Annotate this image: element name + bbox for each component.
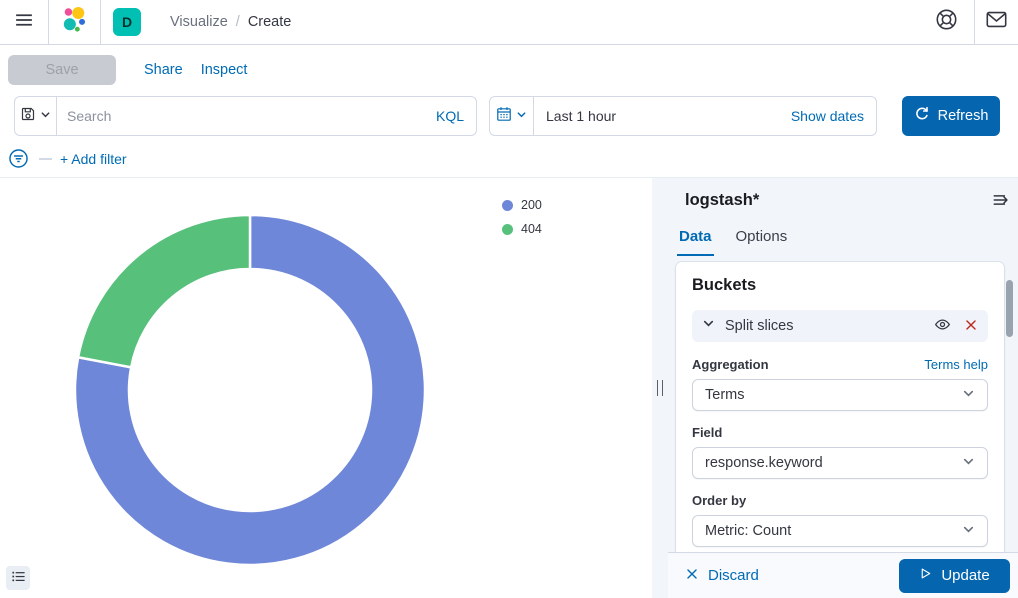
breadcrumb: Visualize / Create [170,14,291,30]
aggregation-select[interactable]: Terms [692,379,988,411]
terms-help-link[interactable]: Terms help [924,357,988,372]
filter-bar: + Add filter [0,140,1018,178]
remove-icon [964,318,978,335]
legend-dot-icon [502,199,513,211]
chevron-down-icon [702,317,715,335]
refresh-icon [914,106,930,126]
help-icon [935,8,958,36]
visualize-action-bar: Save Share Inspect [0,45,1018,95]
discard-x-icon [685,567,699,585]
field-label-row: Field [692,425,988,441]
buckets-heading: Buckets [692,276,757,294]
main-content: 200 404 logstash* [0,178,1018,598]
field-select[interactable]: response.keyword [692,447,988,479]
search-input[interactable] [57,108,424,124]
help-button[interactable] [919,0,974,44]
aggregation-value: Terms [705,387,745,403]
discard-label: Discard [708,567,759,584]
header-divider [974,0,975,44]
query-bar: KQL Last 1 hour Show dates [14,96,1000,136]
order-by-label: Order by [692,493,747,508]
panel-resize-handle[interactable] [652,178,668,598]
saved-query-menu-button[interactable] [15,97,57,135]
field-label: Field [692,425,723,440]
collapse-panel-icon [992,195,1010,212]
header-divider [100,0,101,44]
chevron-down-icon [516,107,527,125]
refresh-label: Refresh [937,108,989,124]
breadcrumb-create: Create [247,14,292,30]
legend-dot-icon [502,223,513,235]
time-range-value: Last 1 hour [546,108,617,124]
visualization-chart-area: 200 404 [0,178,652,598]
time-range-display[interactable]: Last 1 hour Show dates [534,108,876,124]
bucket-row-label: Split slices [725,318,794,334]
toggle-visibility-button[interactable] [934,316,951,336]
discard-button[interactable]: Discard [685,567,759,585]
tab-data[interactable]: Data [677,228,714,256]
field-value: response.keyword [705,455,823,471]
update-button[interactable]: Update [899,558,1010,593]
pie-slice-404[interactable] [76,213,252,369]
search-bar-group: KQL [14,96,477,136]
buckets-card: Buckets Split slices [676,262,1004,552]
inspect-button[interactable]: Inspect [200,62,248,78]
panel-scrollbar-thumb[interactable] [1006,280,1013,337]
filter-icon[interactable] [8,148,29,169]
split-slices-bucket-row[interactable]: Split slices [692,310,988,342]
legend-item-404[interactable]: 404 [502,217,542,241]
breadcrumb-visualize[interactable]: Visualize [170,14,228,30]
calendar-icon [496,106,512,127]
save-query-icon [20,106,36,127]
play-icon [919,567,932,584]
header-divider [48,0,49,44]
resize-grip-icon [657,380,663,396]
elastic-logo-button[interactable] [49,0,100,44]
chevron-down-icon [962,455,975,472]
quick-select-time-button[interactable] [490,97,534,135]
newsfeed-button[interactable] [975,0,1018,44]
order-by-select[interactable]: Metric: Count [692,515,988,547]
mail-icon [985,8,1008,36]
query-language-button[interactable]: KQL [435,108,464,124]
add-filter-button[interactable]: + Add filter [60,150,127,167]
legend-label: 200 [521,198,542,212]
aggregation-label-row: Aggregation Terms help [692,357,988,373]
legend-toggle-button[interactable] [6,566,30,590]
save-button[interactable]: Save [8,55,116,85]
header-bar: D Visualize / Create [0,0,1018,45]
chart-legend: 200 404 [502,193,542,241]
legend-item-200[interactable]: 200 [502,193,542,217]
chevron-down-icon [40,107,51,125]
date-picker-group: Last 1 hour Show dates [489,96,877,136]
editor-tabs: Data Options [677,228,789,256]
breadcrumb-separator: / [235,14,240,30]
order-by-value: Metric: Count [705,523,792,539]
space-avatar[interactable]: D [113,8,141,36]
legend-label: 404 [521,222,542,236]
refresh-button[interactable]: Refresh [902,96,1000,136]
menu-button[interactable] [0,0,48,44]
editor-footer: Discard Update [668,552,1018,598]
donut-chart [73,213,427,567]
list-icon [11,569,26,587]
visualization-editor-panel: logstash* Data Options Buckets [668,178,1018,598]
order-by-label-row: Order by [692,493,988,509]
chevron-down-icon [962,523,975,540]
collapse-panel-button[interactable] [992,191,1010,212]
update-label: Update [941,567,990,584]
eye-icon [934,316,951,336]
chevron-down-icon [962,387,975,404]
remove-bucket-button[interactable] [964,318,978,335]
aggregation-label: Aggregation [692,357,769,372]
index-pattern-title: logstash* [685,191,760,209]
pie-slice-200[interactable] [73,213,427,567]
elastic-logo-icon [60,5,90,40]
filter-bar-divider [39,157,52,160]
share-button[interactable]: Share [144,62,183,78]
hamburger-icon [15,11,33,34]
tab-options[interactable]: Options [735,228,788,245]
show-dates-button[interactable]: Show dates [790,108,864,124]
